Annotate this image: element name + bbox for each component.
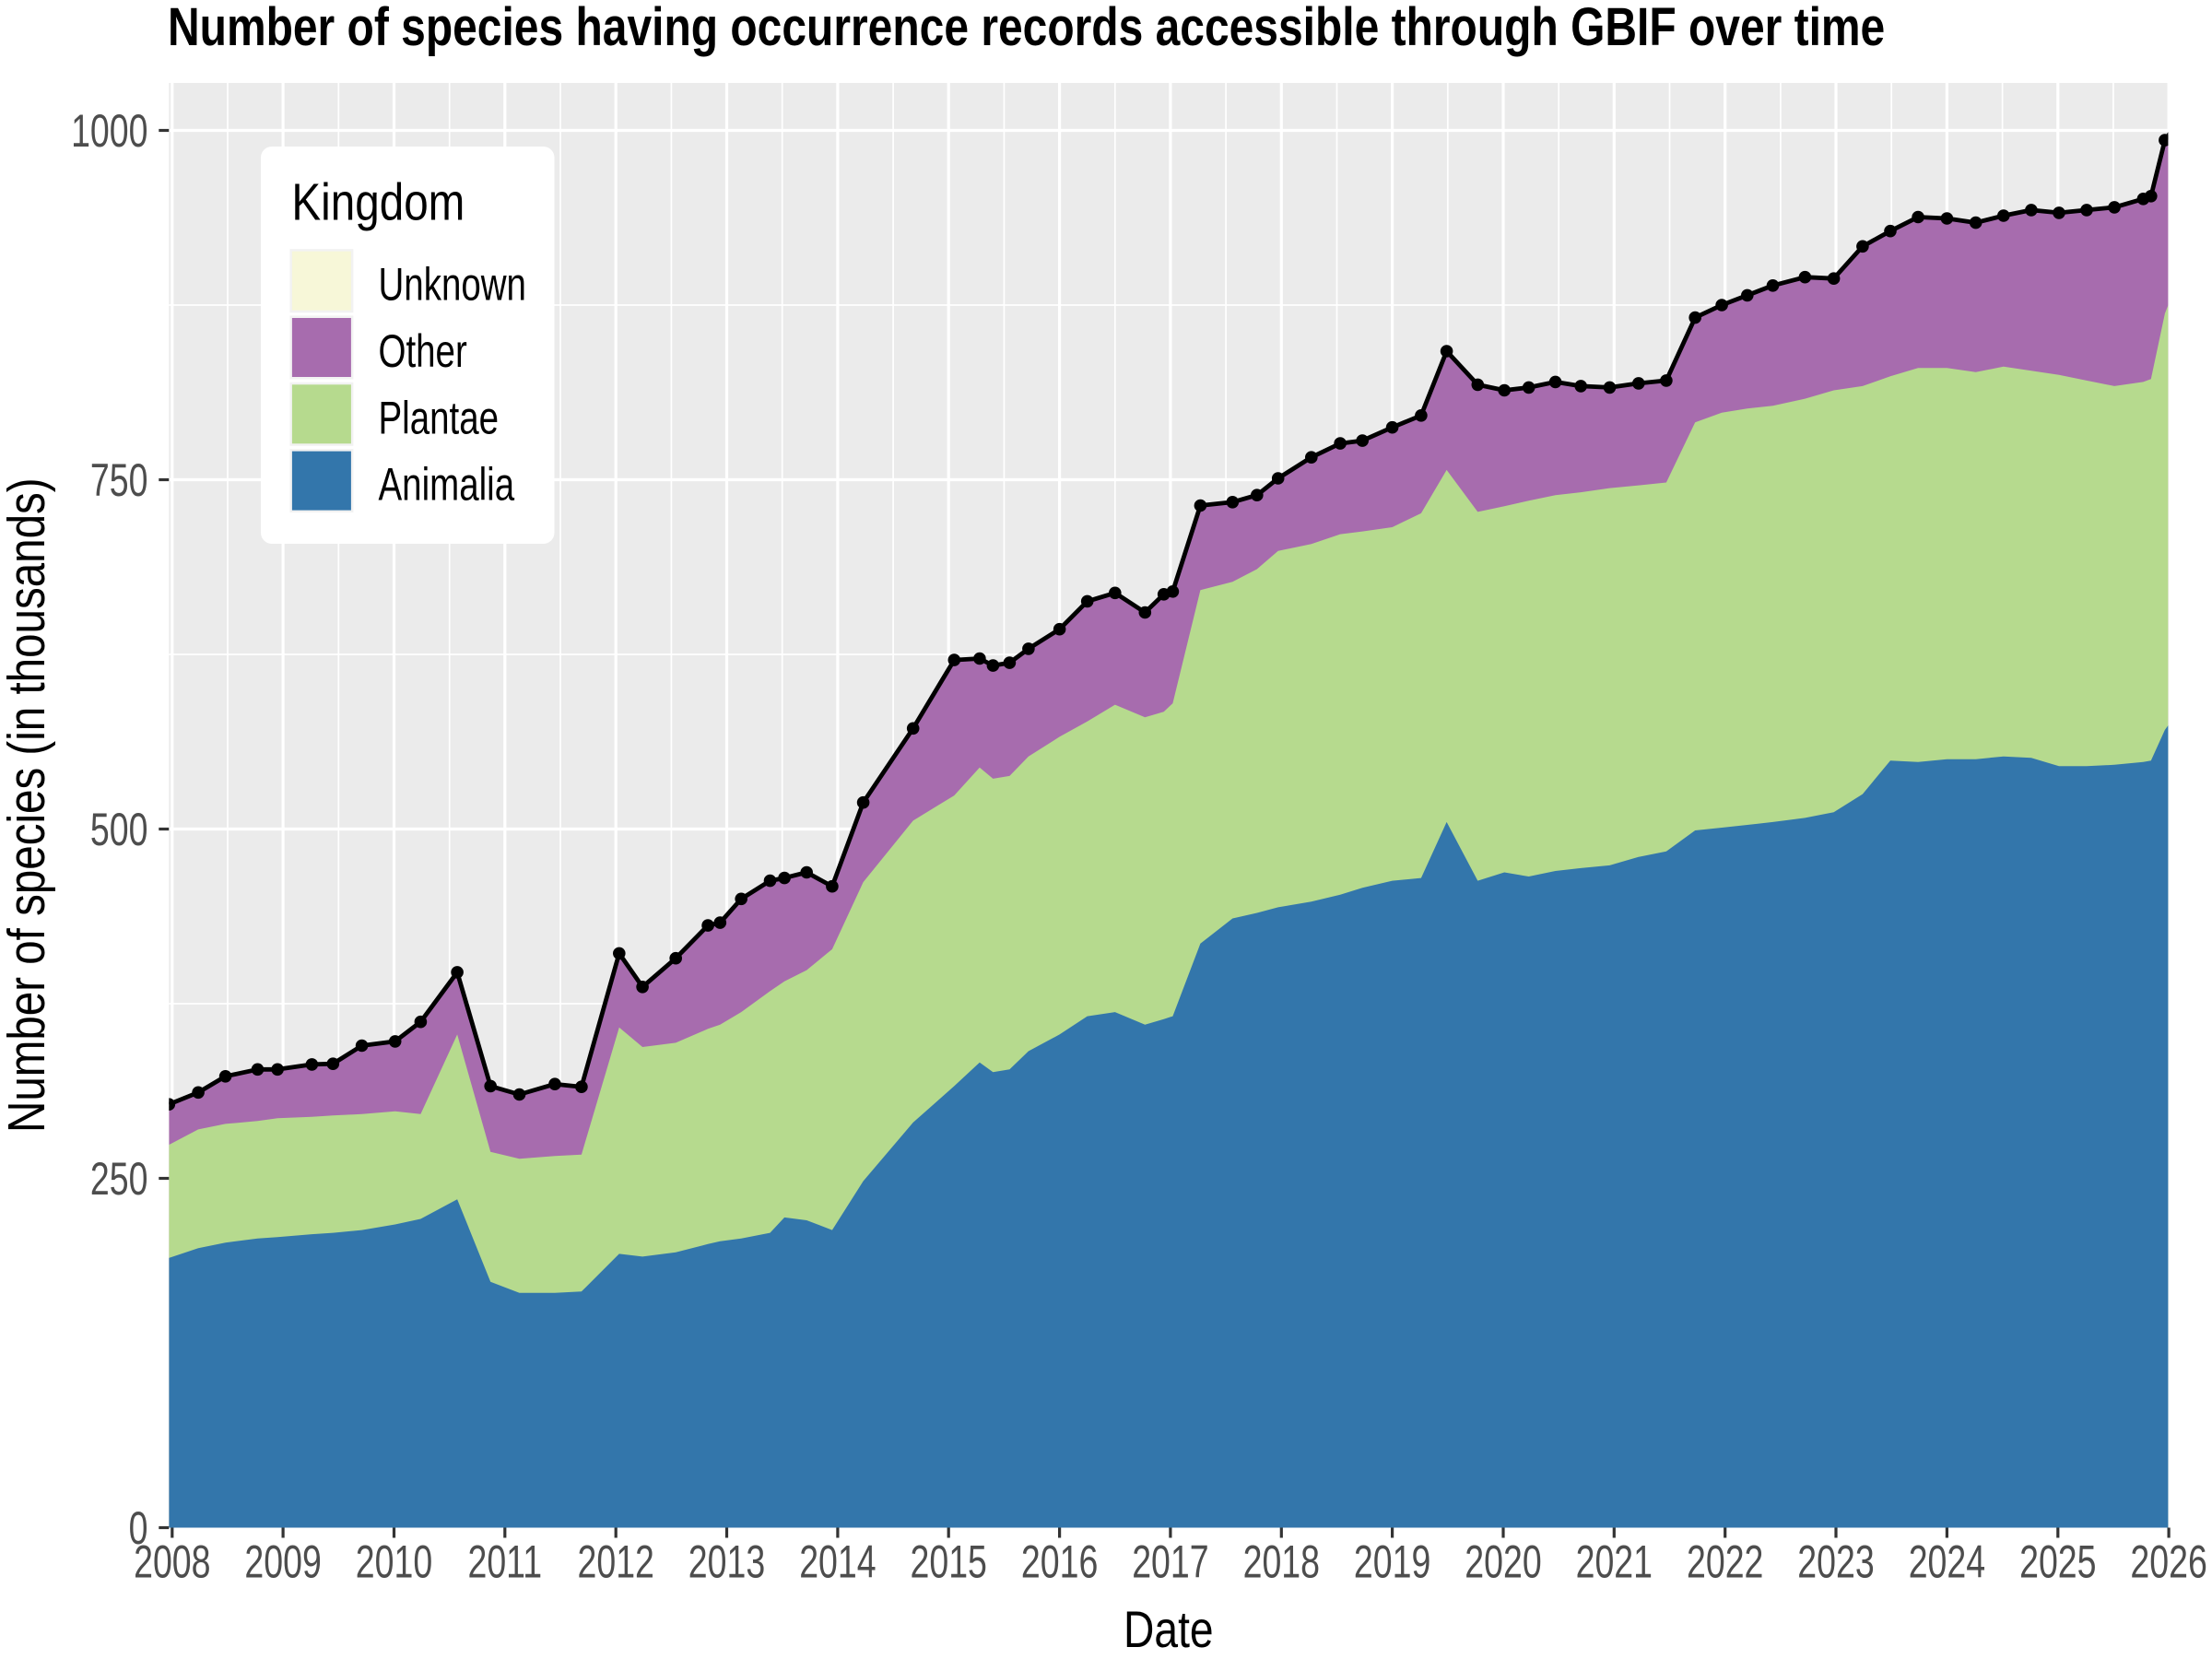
svg-text:0: 0 [129,1503,148,1554]
svg-text:2019: 2019 [1354,1536,1430,1587]
svg-text:Unknown: Unknown [379,260,526,311]
svg-text:2022: 2022 [1687,1536,1763,1587]
svg-text:500: 500 [90,805,148,855]
svg-text:2023: 2023 [1797,1536,1874,1587]
svg-text:2018: 2018 [1243,1536,1320,1587]
svg-text:Date: Date [1124,1601,1214,1658]
svg-text:2025: 2025 [2019,1536,2096,1587]
svg-text:2015: 2015 [910,1536,986,1587]
svg-text:2021: 2021 [1576,1536,1653,1587]
svg-text:2010: 2010 [356,1536,432,1587]
svg-text:1000: 1000 [71,106,147,157]
svg-text:Number of species having occur: Number of species having occurrence reco… [168,0,1885,57]
svg-text:2016: 2016 [1021,1536,1098,1587]
svg-text:2020: 2020 [1465,1536,1541,1587]
svg-text:Plantae: Plantae [379,394,500,444]
svg-text:2017: 2017 [1132,1536,1208,1587]
svg-text:2009: 2009 [244,1536,321,1587]
svg-text:2014: 2014 [799,1536,876,1587]
svg-text:2026: 2026 [2130,1536,2206,1587]
svg-text:Kingdom: Kingdom [291,172,465,231]
svg-text:750: 750 [90,455,148,506]
svg-text:2024: 2024 [1909,1536,1985,1587]
svg-text:250: 250 [90,1154,148,1205]
svg-text:Number of species (in thousand: Number of species (in thousands) [0,477,56,1133]
svg-text:2011: 2011 [467,1536,542,1587]
svg-text:Animalia: Animalia [379,460,515,511]
svg-text:2008: 2008 [134,1536,210,1587]
svg-text:2012: 2012 [577,1536,653,1587]
svg-text:2013: 2013 [688,1536,765,1587]
svg-text:Other: Other [379,326,467,377]
